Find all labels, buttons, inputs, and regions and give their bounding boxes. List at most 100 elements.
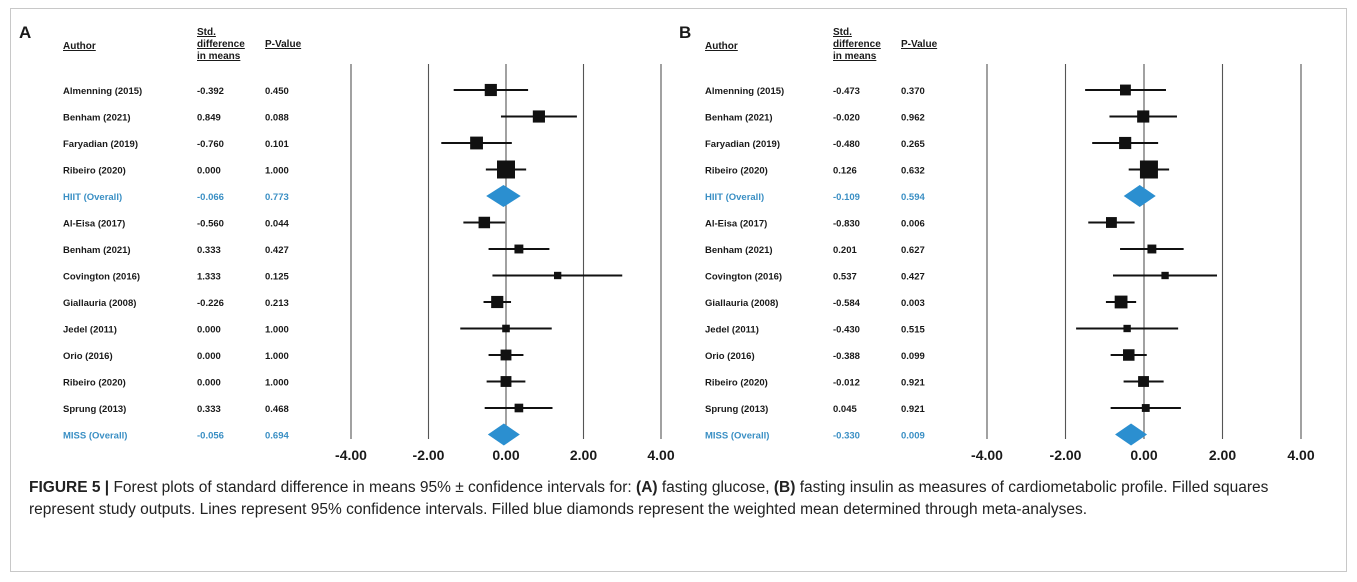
p-value: 0.962 xyxy=(901,113,925,124)
smd-value: -0.392 xyxy=(197,86,224,97)
pooled-diamond xyxy=(1115,423,1148,446)
study-label: Covington (2016) xyxy=(705,272,782,283)
p-value: 0.921 xyxy=(901,404,925,415)
study-label: Almenning (2015) xyxy=(63,86,142,97)
caption-text-1: Forest plots of standard difference in m… xyxy=(109,479,637,496)
overall-label: MISS (Overall) xyxy=(63,431,127,442)
study-square xyxy=(502,324,510,333)
header-smd-line3: in means xyxy=(833,51,877,62)
study-label: Benham (2021) xyxy=(63,245,131,256)
header-author: Author xyxy=(705,41,738,52)
study-label: Orio (2016) xyxy=(705,351,755,362)
header-smd-line3: in means xyxy=(197,51,241,62)
smd-value: -0.226 xyxy=(197,298,224,309)
study-label: Faryadian (2019) xyxy=(63,139,138,150)
overall-label: MISS (Overall) xyxy=(705,431,769,442)
smd-value: 0.000 xyxy=(197,378,221,389)
overall-label: HIIT (Overall) xyxy=(705,192,764,203)
caption-tag-a: (A) xyxy=(636,479,658,496)
study-label: Sprung (2013) xyxy=(63,404,126,415)
p-value: 0.627 xyxy=(901,245,925,256)
smd-value: 1.333 xyxy=(197,272,221,283)
study-square xyxy=(478,216,491,229)
study-square xyxy=(470,136,483,150)
figure-caption: FIGURE 5 | Forest plots of standard diff… xyxy=(29,477,1329,521)
pooled-diamond xyxy=(486,185,521,207)
smd-value: -0.560 xyxy=(197,219,224,230)
smd-value: 0.126 xyxy=(833,166,857,177)
p-value: 0.515 xyxy=(901,325,925,336)
smd-value: 0.849 xyxy=(197,113,221,124)
panel-label: B xyxy=(679,23,691,42)
smd-value: -0.056 xyxy=(197,431,224,442)
p-value: 1.000 xyxy=(265,378,289,389)
p-value: 0.427 xyxy=(265,245,289,256)
study-label: Covington (2016) xyxy=(63,272,140,283)
study-square xyxy=(1123,324,1131,333)
study-square xyxy=(484,83,497,97)
study-square xyxy=(1105,217,1117,228)
header-p-value: P-Value xyxy=(901,39,938,50)
x-tick-label: -4.00 xyxy=(335,447,367,463)
header-p-value: P-Value xyxy=(265,39,302,50)
study-square xyxy=(1147,244,1157,254)
smd-value: -0.066 xyxy=(197,192,224,203)
pooled-diamond xyxy=(1123,185,1156,207)
study-label: Orio (2016) xyxy=(63,351,113,362)
p-value: 0.694 xyxy=(265,431,289,442)
smd-value: -0.480 xyxy=(833,139,860,150)
p-value: 0.009 xyxy=(901,431,925,442)
study-label: Ribeiro (2020) xyxy=(63,166,126,177)
study-square xyxy=(1123,349,1135,361)
x-tick-label: -2.00 xyxy=(1050,447,1082,463)
study-label: Benham (2021) xyxy=(63,113,131,124)
study-label: Sprung (2013) xyxy=(705,404,768,415)
study-label: Jedel (2011) xyxy=(705,325,759,336)
pooled-diamond xyxy=(487,423,520,446)
p-value: 0.099 xyxy=(901,351,925,362)
study-label: Ribeiro (2020) xyxy=(705,166,768,177)
x-tick-label: -4.00 xyxy=(971,447,1003,463)
p-value: 1.000 xyxy=(265,351,289,362)
smd-value: 0.000 xyxy=(197,325,221,336)
study-square xyxy=(553,271,562,280)
p-value: 0.265 xyxy=(901,139,925,150)
smd-value: -0.109 xyxy=(833,192,860,203)
x-tick-label: 2.00 xyxy=(570,447,597,463)
x-tick-label: -2.00 xyxy=(413,447,445,463)
smd-value: -0.473 xyxy=(833,86,860,97)
x-tick-label: 0.00 xyxy=(1130,447,1157,463)
study-label: Giallauria (2008) xyxy=(63,298,136,309)
caption-text-3: fasting insulin as measures of cardiomet… xyxy=(29,479,1269,518)
smd-value: -0.430 xyxy=(833,325,860,336)
study-square xyxy=(1138,376,1149,387)
study-label: Almenning (2015) xyxy=(705,86,784,97)
smd-value: -0.012 xyxy=(833,378,860,389)
p-value: 0.088 xyxy=(265,113,289,124)
p-value: 0.213 xyxy=(265,298,289,309)
p-value: 0.044 xyxy=(265,219,289,230)
header-smd-line2: difference xyxy=(197,39,245,50)
header-smd-line2: difference xyxy=(833,39,881,50)
smd-value: -0.330 xyxy=(833,431,860,442)
x-tick-label: 0.00 xyxy=(492,447,519,463)
study-square xyxy=(1161,271,1169,280)
p-value: 0.468 xyxy=(265,404,289,415)
smd-value: 0.201 xyxy=(833,245,857,256)
p-value: 0.921 xyxy=(901,378,925,389)
smd-value: 0.000 xyxy=(197,166,221,177)
p-value: 0.006 xyxy=(901,219,925,230)
study-square xyxy=(491,295,504,309)
figure-frame: A Author Std. difference in means P-Value -4.0… xyxy=(10,8,1347,572)
study-square xyxy=(532,110,545,123)
study-label: Benham (2021) xyxy=(705,245,773,256)
caption-label: FIGURE 5 | xyxy=(29,479,110,496)
study-label: Faryadian (2019) xyxy=(705,139,780,150)
x-tick-label: 2.00 xyxy=(1209,447,1236,463)
study-square xyxy=(1119,136,1132,150)
overall-label: HIIT (Overall) xyxy=(63,192,122,203)
p-value: 0.370 xyxy=(901,86,925,97)
p-value: 0.450 xyxy=(265,86,289,97)
study-label: Al-Eisa (2017) xyxy=(63,219,125,230)
